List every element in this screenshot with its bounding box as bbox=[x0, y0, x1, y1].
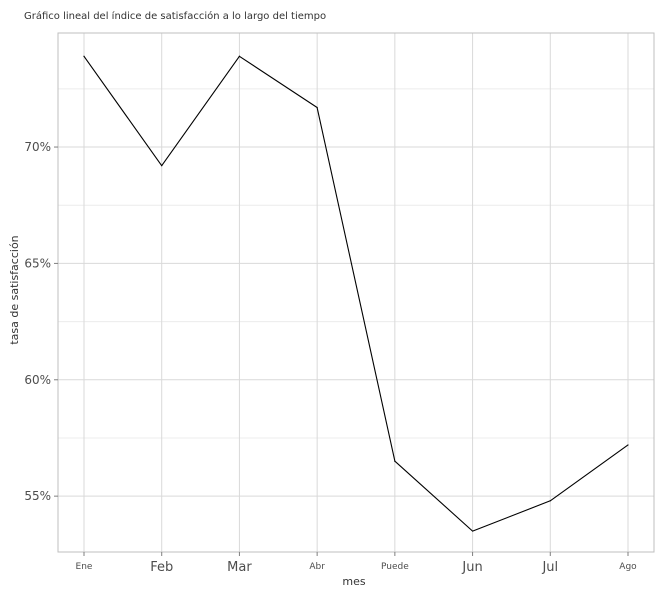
x-tick-label: Jun bbox=[461, 560, 482, 575]
x-tick-label: Feb bbox=[150, 560, 173, 575]
y-tick-label: 55% bbox=[24, 489, 51, 503]
minor-gridlines bbox=[58, 88, 654, 439]
plot-panel-border bbox=[57, 32, 655, 553]
x-tick-label: Mar bbox=[227, 560, 252, 575]
y-tick-label: 65% bbox=[24, 256, 51, 270]
y-axis-ticks: 55% 60% 65% 70% bbox=[24, 140, 58, 503]
data-point bbox=[627, 444, 629, 446]
data-point bbox=[316, 106, 318, 109]
data-point bbox=[394, 460, 396, 462]
major-gridlines bbox=[58, 33, 654, 552]
data-point bbox=[238, 55, 241, 57]
x-tick-label: Ene bbox=[76, 562, 93, 572]
chart-title: Gráfico lineal del índice de satisfacció… bbox=[24, 10, 326, 22]
x-tick-label: Jul bbox=[541, 560, 558, 575]
x-tick-label: Ago bbox=[619, 562, 637, 572]
data-point bbox=[161, 165, 163, 167]
x-axis-title: mes bbox=[342, 575, 365, 588]
y-tick-label: 70% bbox=[24, 140, 51, 154]
data-point bbox=[471, 530, 474, 532]
data-point bbox=[549, 500, 551, 502]
y-tick-label: 60% bbox=[24, 373, 51, 387]
y-axis-title: tasa de satisfacción bbox=[8, 235, 21, 344]
data-point bbox=[83, 55, 85, 57]
x-axis-ticks: Ene Feb Mar Abr Puede Jun Jul Ago bbox=[76, 552, 637, 575]
x-tick-label: Abr bbox=[309, 562, 325, 572]
satisfaction-line bbox=[83, 55, 629, 532]
x-tick-label: Puede bbox=[381, 562, 409, 572]
series-layer bbox=[83, 55, 629, 532]
